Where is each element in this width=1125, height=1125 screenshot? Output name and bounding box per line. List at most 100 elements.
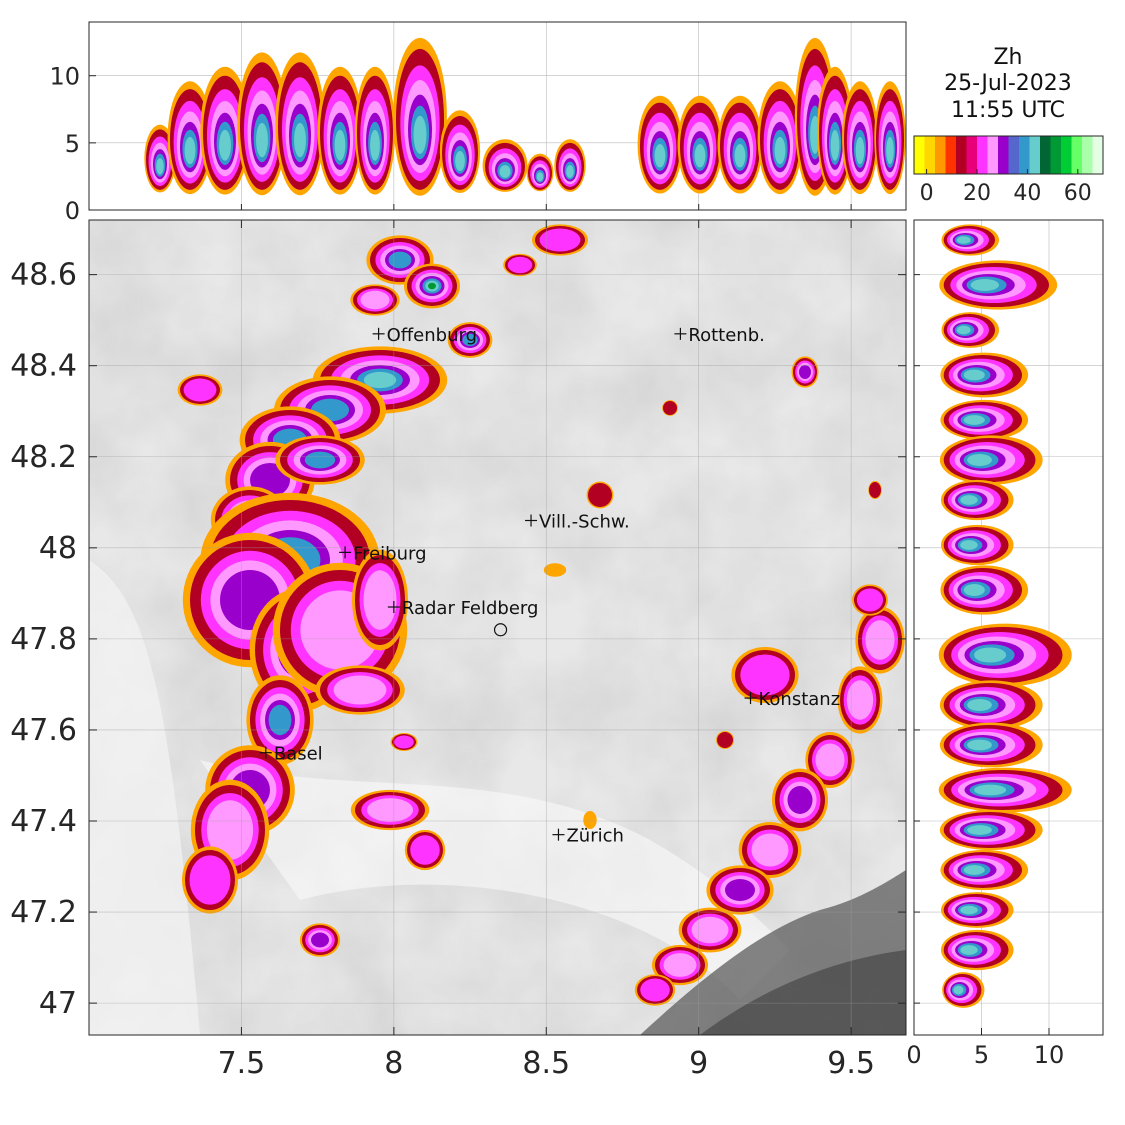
right-echo-cell bbox=[953, 985, 964, 995]
top-y-tick-label: 10 bbox=[49, 63, 80, 91]
echo-cell bbox=[691, 916, 729, 944]
colorbar-segment bbox=[924, 136, 936, 174]
right-echo-cell bbox=[960, 495, 978, 505]
right-x-tick-label: 0 bbox=[906, 1041, 921, 1069]
right-x-ticks: 0 5 10 bbox=[906, 274, 1065, 1069]
top-echo-cell bbox=[694, 143, 706, 168]
map-y-tick-label: 47.4 bbox=[10, 804, 77, 839]
echo-cell bbox=[869, 482, 881, 498]
colorbar bbox=[914, 136, 1104, 174]
top-y-ticks: 0 5 10 bbox=[49, 63, 852, 225]
right-echo-cell bbox=[970, 279, 1000, 291]
right-echo-cell bbox=[974, 784, 1007, 796]
echo-cell bbox=[462, 333, 478, 347]
right-echo-cell bbox=[974, 647, 1007, 663]
top-echo-cell bbox=[886, 136, 894, 165]
echo-cell bbox=[543, 563, 567, 577]
colorbar-segment bbox=[1092, 136, 1104, 174]
map-frame bbox=[88, 219, 907, 1036]
right-echo-cell bbox=[963, 865, 985, 875]
map-y-tick-label: 48 bbox=[39, 531, 77, 566]
top-y-tick-label: 5 bbox=[65, 130, 80, 158]
echo-cell bbox=[583, 811, 597, 829]
colorbar-tick-label: 20 bbox=[963, 181, 991, 206]
map-y-ticks: 47 47.2 47.4 47.6 47.8 48 48.2 48.4 48.6 bbox=[10, 258, 906, 1021]
echo-cell bbox=[410, 835, 440, 865]
city-marker: Konstanz bbox=[744, 689, 840, 710]
right-panel: 0 5 10 bbox=[906, 219, 1104, 1069]
echo-cell bbox=[268, 704, 292, 736]
top-echo-cell bbox=[499, 165, 511, 178]
colorbar-segment bbox=[935, 136, 946, 174]
right-echo-cell bbox=[967, 739, 992, 751]
city-marker: Basel bbox=[259, 744, 323, 765]
title-variable: Zh bbox=[993, 45, 1022, 70]
echo-cell bbox=[663, 953, 697, 977]
top-echo-cell bbox=[855, 136, 865, 165]
city-marker: Radar Feldberg bbox=[387, 598, 539, 619]
echo-cell bbox=[751, 833, 789, 867]
echo-cell bbox=[183, 378, 217, 402]
right-x-tick-label: 10 bbox=[1034, 1041, 1065, 1069]
top-echo-cell bbox=[734, 143, 746, 168]
right-x-tick-label: 5 bbox=[974, 1041, 989, 1069]
right-echo-cell bbox=[967, 699, 992, 711]
echo-cell bbox=[507, 256, 533, 274]
colorbar-segment bbox=[1008, 136, 1020, 174]
right-echo-cell bbox=[956, 236, 971, 244]
top-echo-cell bbox=[156, 158, 164, 175]
top-echo-cell bbox=[370, 129, 380, 161]
colorbar-segment bbox=[1050, 136, 1062, 174]
city-label: Freiburg bbox=[353, 543, 426, 564]
map-x-tick-label: 9.5 bbox=[827, 1046, 875, 1081]
map-y-tick-label: 47.6 bbox=[10, 713, 77, 748]
echo-cell bbox=[663, 401, 677, 415]
echo-cell bbox=[394, 735, 414, 749]
echo-cell bbox=[539, 228, 581, 252]
right-panel-frame bbox=[913, 219, 1104, 1036]
right-echo-cell bbox=[956, 325, 971, 335]
top-echo-cell bbox=[184, 136, 196, 165]
colorbar-ticks: 0 20 40 60 bbox=[920, 169, 1092, 206]
echo-cell bbox=[799, 365, 811, 379]
map-y-tick-label: 47 bbox=[39, 986, 77, 1021]
echo-cell bbox=[363, 371, 397, 389]
echo-cell bbox=[311, 932, 329, 948]
echo-cell bbox=[856, 588, 884, 612]
colorbar-segment bbox=[977, 136, 988, 174]
echo-cell bbox=[428, 282, 436, 290]
top-echo-cell bbox=[413, 115, 427, 154]
map-x-tick-label: 8.5 bbox=[522, 1046, 570, 1081]
echo-cell bbox=[815, 743, 845, 777]
right-profile-echoes bbox=[938, 224, 1072, 1008]
colorbar-segment bbox=[945, 136, 957, 174]
city-label: Radar Feldberg bbox=[402, 598, 539, 619]
map-y-tick-label: 48.6 bbox=[10, 258, 77, 293]
top-echo-cell bbox=[219, 129, 231, 161]
title-block: Zh 25-Jul-2023 11:55 UTC bbox=[944, 45, 1072, 123]
rhine-valley bbox=[89, 560, 200, 1035]
echo-cell bbox=[717, 732, 733, 748]
city-marker: Offenburg bbox=[372, 325, 477, 346]
map-x-tick-label: 7.5 bbox=[218, 1046, 266, 1081]
echo-cell bbox=[363, 570, 397, 630]
city-label: Offenburg bbox=[387, 325, 477, 346]
top-panel: 0 5 10 bbox=[49, 21, 907, 225]
top-echo-cell bbox=[455, 151, 465, 171]
swiss-plateau bbox=[200, 760, 790, 1000]
echo-cell bbox=[787, 786, 813, 814]
echo-cell bbox=[366, 798, 414, 822]
alps-high-terrain bbox=[700, 950, 906, 1035]
echo-cell bbox=[189, 855, 231, 905]
right-echo-cell bbox=[960, 945, 978, 955]
top-panel-frame bbox=[88, 21, 907, 211]
echo-cell bbox=[388, 251, 412, 269]
top-echo-cell bbox=[256, 122, 268, 158]
city-marker: Freiburg bbox=[339, 543, 427, 564]
colorbar-tick-label: 60 bbox=[1064, 181, 1092, 206]
colorbar-segment bbox=[914, 136, 925, 174]
right-echo-cell bbox=[967, 454, 992, 466]
colorbar-segment bbox=[1019, 136, 1030, 174]
right-echo-cell bbox=[960, 540, 978, 550]
map-y-tick-label: 47.8 bbox=[10, 622, 77, 657]
